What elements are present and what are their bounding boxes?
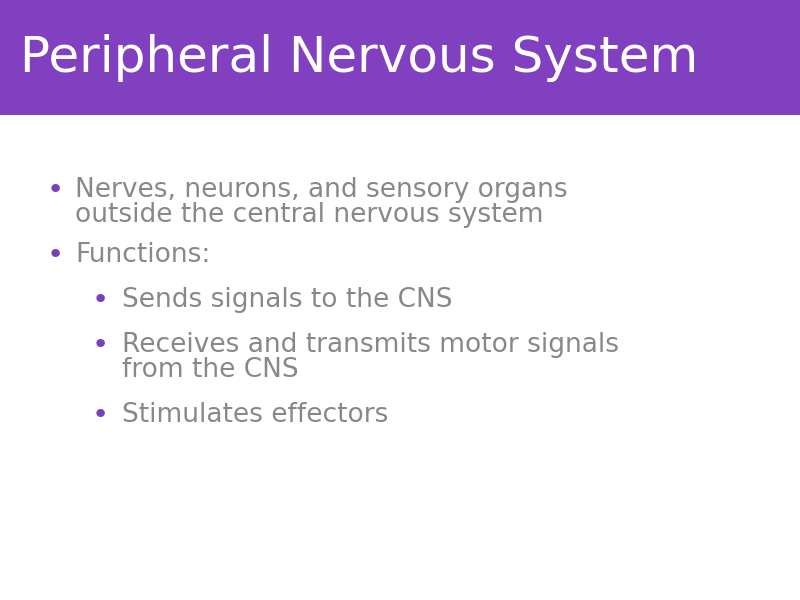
Text: Functions:: Functions: [75,242,210,268]
Text: •: • [46,176,64,204]
Text: •: • [91,401,109,429]
Text: Nerves, neurons, and sensory organs: Nerves, neurons, and sensory organs [75,177,568,203]
Text: Sends signals to the CNS: Sends signals to the CNS [122,287,453,313]
Text: Peripheral Nervous System: Peripheral Nervous System [20,34,698,82]
Text: from the CNS: from the CNS [122,357,298,383]
Text: •: • [91,286,109,314]
Bar [0,0,800,115]
Text: Stimulates effectors: Stimulates effectors [122,402,388,428]
Text: outside the central nervous system: outside the central nervous system [75,202,543,228]
Text: Receives and transmits motor signals: Receives and transmits motor signals [122,332,619,358]
Text: •: • [91,331,109,359]
Text: •: • [46,241,64,269]
